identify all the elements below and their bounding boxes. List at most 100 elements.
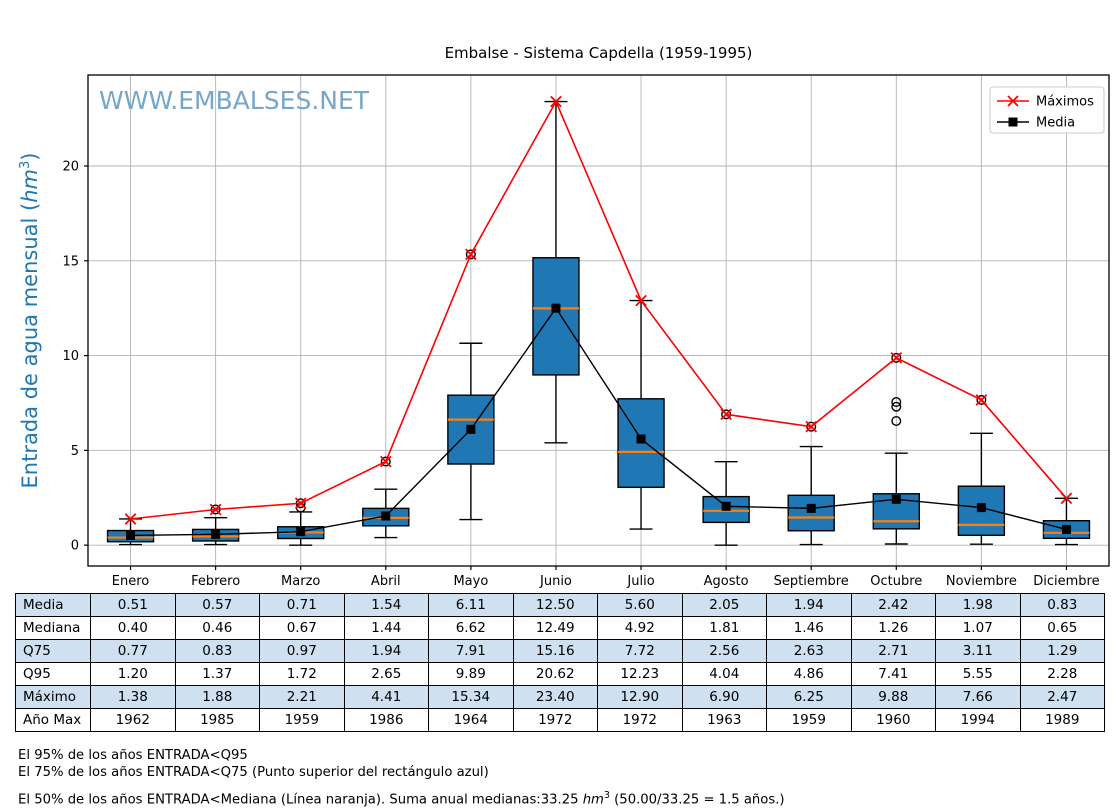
table-cell: 1.20 bbox=[90, 662, 176, 686]
maximos-marker bbox=[975, 394, 988, 406]
table-cell: 6.90 bbox=[681, 685, 767, 709]
x-tick-label-Octubre: Octubre bbox=[870, 574, 922, 589]
table-cell: 0.65 bbox=[1019, 616, 1105, 640]
media-marker bbox=[126, 530, 136, 540]
iqr-box bbox=[532, 257, 580, 376]
media-marker bbox=[806, 503, 816, 513]
footnotes: El 95% de los años ENTRADA<Q95 El 75% de… bbox=[18, 747, 785, 809]
table-cell: 0.83 bbox=[174, 639, 260, 663]
row-label: Máximo bbox=[15, 685, 91, 709]
plot-frame bbox=[87, 74, 1110, 567]
maximos-marker bbox=[294, 497, 307, 510]
table-cell: 4.41 bbox=[343, 685, 429, 709]
box-Junio bbox=[532, 100, 580, 444]
maximos-marker bbox=[890, 352, 903, 364]
table-cell: 4.92 bbox=[597, 616, 683, 640]
maximos-marker bbox=[720, 408, 732, 421]
gridlines bbox=[88, 75, 1109, 566]
stats-table: Media 0.51 0.57 0.71 1.54 6.11 12.50 5.60 2.05 1.… bbox=[15, 593, 1105, 732]
table-cell: 1986 bbox=[343, 708, 429, 732]
watermark-text: WWW.EMBALSES.NET bbox=[99, 86, 370, 115]
table-cell: 7.72 bbox=[597, 639, 683, 663]
table-row-media: Media 0.51 0.57 0.71 1.54 6.11 12.50 5.60 2.05 1.… bbox=[15, 593, 1105, 617]
x-tick-label-Julio: Julio bbox=[626, 574, 654, 589]
x-tick-label-Diciembre: Diciembre bbox=[1033, 574, 1099, 589]
table-cell: 3.11 bbox=[935, 639, 1021, 663]
media-marker bbox=[636, 434, 646, 444]
table-cell: 1.88 bbox=[174, 685, 260, 709]
maximos-marker bbox=[209, 503, 222, 516]
maximos-marker bbox=[124, 513, 137, 525]
row-label: Año Max bbox=[15, 708, 91, 732]
table-cell: 0.51 bbox=[90, 593, 176, 617]
table-cell: 12.50 bbox=[512, 593, 598, 617]
table-cell: 6.62 bbox=[428, 616, 514, 640]
y-tick-label: 15 bbox=[62, 254, 79, 269]
table-cell: 12.23 bbox=[597, 662, 683, 686]
legend-media-label: Media bbox=[1036, 116, 1075, 131]
table-cell: 1.38 bbox=[90, 685, 176, 709]
table-cell: 12.90 bbox=[597, 685, 683, 709]
table-cell: 12.49 bbox=[512, 616, 598, 640]
table-cell: 7.41 bbox=[850, 662, 936, 686]
table-cell: 20.62 bbox=[512, 662, 598, 686]
media-marker bbox=[976, 503, 986, 513]
outlier-point bbox=[891, 397, 902, 408]
table-cell: 15.16 bbox=[512, 639, 598, 663]
media-marker bbox=[1061, 524, 1071, 534]
table-row-año-max: Año Max 1962 1985 1959 1986 1964 1972 1972 1963 1… bbox=[15, 708, 1105, 732]
table-row-q95: Q95 1.20 1.37 1.72 2.65 9.89 20.62 12.23 4.04 4.8… bbox=[15, 662, 1105, 686]
table-cell: 0.40 bbox=[90, 616, 176, 640]
iqr-box bbox=[787, 494, 835, 532]
row-label: Q95 bbox=[15, 662, 91, 686]
table-cell: 1.81 bbox=[681, 616, 767, 640]
box-Septiembre bbox=[787, 421, 835, 546]
y-axis-label: Entrada de agua mensual (hm3) bbox=[18, 153, 42, 489]
table-cell: 1.37 bbox=[174, 662, 260, 686]
table-cell: 1.54 bbox=[343, 593, 429, 617]
x-tick-label-Mayo: Mayo bbox=[453, 574, 488, 589]
table-cell: 1.46 bbox=[766, 616, 852, 640]
table-cell: 9.88 bbox=[850, 685, 936, 709]
maximos-marker bbox=[635, 294, 647, 307]
table-cell: 0.71 bbox=[259, 593, 345, 617]
maximos-marker bbox=[1060, 492, 1073, 505]
x-tick-label-Abril: Abril bbox=[371, 574, 401, 589]
table-cell: 1962 bbox=[90, 708, 176, 732]
table-cell: 1.44 bbox=[343, 616, 429, 640]
table-cell: 1963 bbox=[681, 708, 767, 732]
x-tick-label-Septiembre: Septiembre bbox=[774, 574, 849, 589]
boxplots bbox=[106, 100, 1091, 546]
table-cell: 4.04 bbox=[681, 662, 767, 686]
maximos-marker bbox=[379, 455, 392, 468]
table-cell: 1.07 bbox=[935, 616, 1021, 640]
boxplot-chart: WWW.EMBALSES.NET 0 5 10 15 20 Enero Febrero Marz… bbox=[18, 74, 1110, 589]
media-marker bbox=[211, 529, 221, 539]
table-cell: 1.29 bbox=[1019, 639, 1105, 663]
outlier-point bbox=[380, 456, 391, 467]
footnote-q75: El 75% de los años ENTRADA<Q75 (Punto su… bbox=[18, 765, 489, 781]
outlier-point bbox=[976, 394, 987, 405]
table-cell: 1994 bbox=[935, 708, 1021, 732]
table-cell: 0.57 bbox=[174, 593, 260, 617]
table-cell: 5.60 bbox=[597, 593, 683, 617]
table-cell: 2.42 bbox=[850, 593, 936, 617]
table-row-q75: Q75 0.77 0.83 0.97 1.94 7.91 15.16 7.72 2.56 2.63… bbox=[15, 639, 1105, 663]
table-cell: 9.89 bbox=[428, 662, 514, 686]
maximos-marker bbox=[805, 420, 818, 433]
table-cell: 1960 bbox=[850, 708, 936, 732]
legend-media-marker bbox=[1008, 117, 1018, 127]
table-cell: 1964 bbox=[428, 708, 514, 732]
table-cell: 1.98 bbox=[935, 593, 1021, 617]
chart-title: Embalse - Sistema Capdella (1959-1995) bbox=[444, 44, 753, 62]
table-cell: 2.65 bbox=[343, 662, 429, 686]
y-tick-label: 0 bbox=[71, 539, 79, 554]
outlier-point bbox=[891, 352, 902, 363]
media-marker bbox=[296, 527, 306, 537]
table-cell: 2.21 bbox=[259, 685, 345, 709]
media-marker bbox=[891, 494, 901, 504]
table-cell: 1.26 bbox=[850, 616, 936, 640]
y-tick-label: 10 bbox=[62, 349, 79, 364]
row-label: Q75 bbox=[15, 639, 91, 663]
table-cell: 7.66 bbox=[935, 685, 1021, 709]
